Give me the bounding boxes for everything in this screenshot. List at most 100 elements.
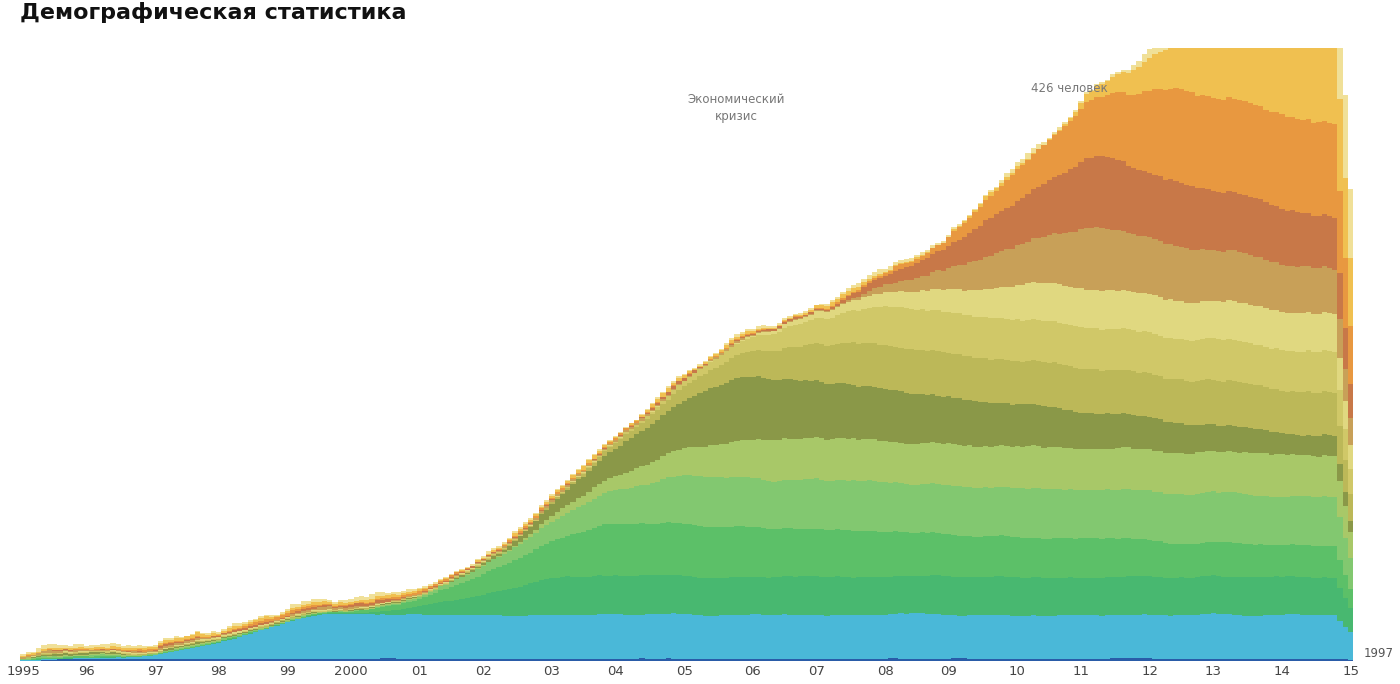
Bar: [1295, 544, 1301, 577]
Bar: [857, 297, 861, 300]
Bar: [1110, 371, 1116, 414]
Bar: [301, 617, 307, 618]
Bar: [507, 659, 512, 661]
Bar: [1158, 541, 1163, 577]
Bar: [592, 466, 596, 487]
Bar: [1105, 95, 1110, 157]
Bar: [1015, 162, 1021, 166]
Bar: [766, 440, 771, 481]
Bar: [581, 465, 587, 466]
Bar: [1238, 252, 1242, 303]
Bar: [1221, 426, 1226, 452]
Bar: [1072, 490, 1078, 539]
Bar: [941, 397, 946, 443]
Bar: [1068, 448, 1072, 489]
Bar: [570, 482, 575, 484]
Bar: [522, 523, 528, 524]
Bar: [920, 276, 925, 290]
Bar: [1173, 42, 1179, 88]
Bar: [851, 311, 857, 342]
Bar: [787, 347, 792, 379]
Bar: [830, 481, 834, 530]
Bar: [459, 583, 465, 598]
Bar: [20, 656, 25, 657]
Bar: [872, 288, 878, 294]
Bar: [337, 606, 343, 607]
Bar: [766, 332, 771, 334]
Bar: [554, 615, 560, 659]
Bar: [1242, 382, 1247, 427]
Bar: [644, 464, 650, 485]
Bar: [528, 520, 533, 522]
Bar: [1333, 352, 1337, 393]
Bar: [375, 605, 379, 606]
Bar: [1084, 369, 1089, 413]
Bar: [872, 272, 878, 276]
Bar: [518, 542, 522, 544]
Bar: [560, 577, 566, 615]
Bar: [1263, 347, 1268, 387]
Bar: [745, 339, 750, 352]
Bar: [596, 457, 602, 462]
Bar: [575, 476, 581, 477]
Bar: [708, 527, 713, 578]
Bar: [676, 449, 682, 476]
Bar: [804, 659, 808, 661]
Bar: [337, 600, 343, 602]
Bar: [1310, 123, 1316, 216]
Bar: [1348, 659, 1354, 661]
Bar: [1042, 539, 1047, 577]
Bar: [909, 444, 914, 485]
Bar: [1131, 659, 1137, 661]
Bar: [1152, 615, 1158, 659]
Bar: [661, 401, 665, 404]
Bar: [671, 381, 676, 382]
Bar: [391, 603, 396, 604]
Bar: [528, 523, 533, 524]
Bar: [925, 659, 930, 661]
Bar: [1042, 321, 1047, 363]
Bar: [174, 659, 179, 661]
Bar: [1268, 12, 1274, 112]
Bar: [650, 659, 655, 661]
Bar: [739, 339, 745, 341]
Bar: [602, 614, 608, 659]
Bar: [1051, 363, 1057, 407]
Bar: [813, 576, 819, 615]
Bar: [692, 577, 697, 616]
Bar: [935, 443, 941, 484]
Bar: [78, 653, 84, 655]
Bar: [1280, 114, 1285, 209]
Bar: [952, 354, 956, 397]
Bar: [1221, 659, 1226, 661]
Bar: [766, 578, 771, 615]
Bar: [840, 480, 846, 529]
Bar: [914, 255, 920, 257]
Bar: [973, 616, 977, 659]
Bar: [549, 522, 554, 541]
Bar: [1084, 578, 1089, 616]
Bar: [629, 427, 634, 429]
Bar: [1337, 464, 1343, 481]
Bar: [750, 332, 756, 334]
Bar: [475, 565, 480, 566]
Bar: [1152, 239, 1158, 295]
Bar: [729, 443, 735, 477]
Bar: [1131, 615, 1137, 659]
Bar: [930, 310, 935, 350]
Bar: [640, 615, 644, 659]
Bar: [851, 480, 857, 531]
Bar: [343, 606, 349, 607]
Bar: [1072, 449, 1078, 490]
Bar: [153, 655, 158, 659]
Bar: [549, 578, 554, 615]
Bar: [566, 615, 570, 659]
Bar: [1084, 228, 1089, 289]
Bar: [920, 443, 925, 484]
Bar: [1200, 543, 1205, 576]
Bar: [402, 597, 406, 598]
Bar: [1221, 341, 1226, 382]
Bar: [328, 614, 332, 659]
Bar: [497, 548, 501, 549]
Bar: [290, 613, 295, 614]
